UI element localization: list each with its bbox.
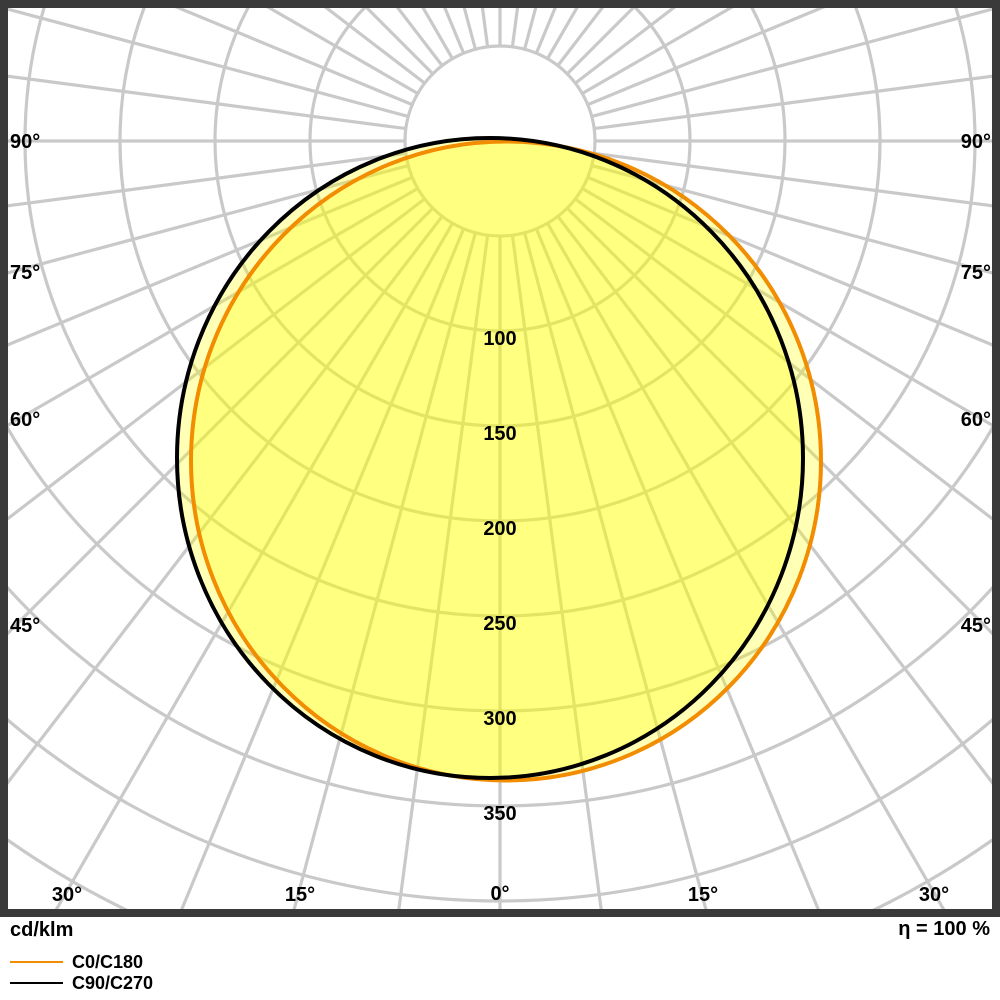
- curve-legend: C0/C180 C90/C270: [10, 951, 153, 993]
- angle-label: 75°: [961, 262, 991, 284]
- grid-spoke: [534, 228, 820, 909]
- angle-label: 30°: [52, 884, 82, 906]
- angle-label: 60°: [10, 409, 40, 431]
- grid-spoke: [574, 197, 992, 521]
- grid-spoke: [8, 187, 419, 427]
- angle-label: 90°: [10, 131, 40, 153]
- grid-spoke: [395, 8, 444, 67]
- radial-label: 350: [483, 803, 516, 825]
- plot-border: [0, 0, 1000, 917]
- angle-label: 45°: [961, 615, 991, 637]
- angle-label: 90°: [961, 131, 991, 153]
- grid-spoke: [397, 234, 490, 909]
- radial-label: 150: [483, 423, 516, 445]
- efficiency-label: η = 100 %: [898, 918, 990, 940]
- radial-label: 200: [483, 518, 516, 540]
- grid-spoke: [593, 74, 992, 131]
- grid-spoke: [591, 164, 992, 275]
- grid-spoke: [292, 232, 477, 909]
- unit-label: cd/klm: [10, 919, 74, 941]
- curve-fill-c90-c270: [177, 138, 803, 778]
- grid-spoke: [556, 215, 992, 785]
- legend-line-c0-c180: [10, 960, 63, 963]
- grid-spoke: [523, 232, 708, 909]
- angle-labels: 90° 75° 60° 45° 90° 75° 60° 45° 30° 15° 0° 15° 30°: [10, 131, 991, 906]
- grid-spoke: [566, 207, 992, 636]
- curve-c90-c270: [175, 136, 805, 780]
- legend-item-c0-c180: C0/C180: [10, 951, 153, 972]
- grid-spoke: [510, 234, 603, 909]
- curve-fill-c0-c180: [191, 141, 821, 781]
- radial-labels: 100 150 200 250 300 350: [483, 328, 516, 825]
- angle-label: 0°: [490, 883, 509, 905]
- angle-label: 15°: [285, 884, 315, 906]
- angle-label: 75°: [10, 262, 40, 284]
- legend-item-c90-c270: C90/C270: [10, 972, 153, 993]
- grid-spoke: [8, 151, 407, 208]
- angle-label: 15°: [688, 884, 718, 906]
- angle-label: 30°: [919, 884, 949, 906]
- angle-label: 45°: [10, 615, 40, 637]
- grid-spoke: [546, 222, 946, 909]
- grid-spoke: [581, 8, 734, 95]
- grid-spoke: [8, 74, 407, 131]
- radial-label: 100: [483, 328, 516, 350]
- grid-spoke: [8, 175, 413, 347]
- grid-spoke: [556, 8, 605, 67]
- grid-spoke: [566, 8, 636, 75]
- radial-label: 300: [483, 708, 516, 730]
- radial-label: 250: [483, 613, 516, 635]
- legend-line-c90-c270: [10, 981, 63, 984]
- grid-spoke: [180, 228, 466, 909]
- grid-spoke: [587, 175, 992, 347]
- grid-spoke: [174, 8, 413, 107]
- grid-spoke: [8, 207, 434, 636]
- grid-spoke: [581, 187, 992, 427]
- legend-label-c0-c180: C0/C180: [72, 951, 144, 972]
- grid-spoke: [8, 164, 409, 275]
- curve-c0-c180: [189, 139, 823, 783]
- grid-spoke: [587, 8, 826, 107]
- grid-spoke: [54, 222, 454, 909]
- grid-spoke: [8, 215, 444, 785]
- grid-spoke: [8, 197, 426, 521]
- grid-spoke: [364, 8, 434, 75]
- grid-spoke: [591, 8, 992, 118]
- grid-spoke: [266, 8, 419, 95]
- grid-spoke: [8, 8, 409, 118]
- grid-spoke: [593, 151, 992, 208]
- angle-label: 60°: [961, 409, 991, 431]
- legend-label-c90-c270: C90/C270: [72, 972, 154, 993]
